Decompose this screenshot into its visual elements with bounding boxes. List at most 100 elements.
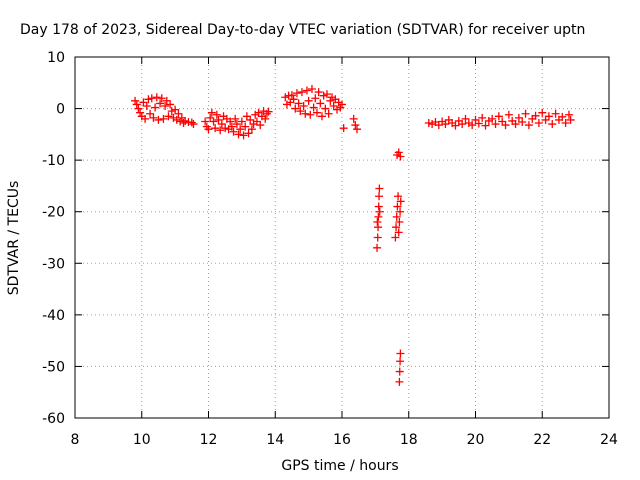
data-point: [246, 115, 255, 124]
data-point: [156, 99, 165, 108]
data-point: [471, 115, 480, 124]
data-point: [375, 184, 384, 193]
data-point: [373, 218, 382, 227]
data-point: [306, 110, 315, 119]
data-point: [239, 131, 248, 140]
data-point: [395, 367, 404, 376]
data-point: [551, 109, 560, 118]
data-point: [396, 197, 405, 206]
data-point: [392, 212, 401, 221]
data-point: [234, 130, 243, 139]
data-point: [241, 122, 250, 131]
data-point: [214, 115, 223, 124]
data-point: [289, 95, 298, 104]
y-tick-label: -40: [42, 308, 65, 324]
data-point: [162, 96, 171, 105]
data-point: [172, 115, 181, 124]
y-tick-label: -10: [42, 153, 65, 169]
data-point: [301, 109, 310, 118]
data-point: [174, 109, 183, 118]
x-axis-label: GPS time / hours: [281, 458, 398, 474]
data-point: [521, 109, 530, 118]
data-point: [181, 116, 190, 125]
data-point: [434, 121, 443, 130]
data-point: [424, 119, 433, 128]
data-point: [353, 125, 362, 134]
axis-ticks: [74, 56, 610, 419]
data-point: [478, 113, 487, 122]
data-point: [316, 99, 325, 108]
data-point: [151, 103, 160, 112]
data-point: [146, 109, 155, 118]
data-point: [231, 114, 240, 123]
data-point: [481, 121, 490, 130]
data-point: [511, 120, 520, 129]
data-point: [504, 110, 513, 119]
data-point: [391, 233, 400, 242]
data-point: [548, 120, 557, 129]
data-point: [396, 152, 405, 161]
x-tick-label: 16: [333, 432, 351, 448]
data-point: [296, 107, 305, 116]
data-point: [247, 125, 256, 134]
data-point: [157, 94, 166, 103]
data-point: [217, 120, 226, 129]
x-tick-label: 20: [467, 432, 485, 448]
data-point: [326, 96, 335, 105]
data-point: [212, 110, 221, 119]
data-point: [254, 108, 263, 117]
data-point: [395, 218, 404, 227]
data-point: [324, 109, 333, 118]
data-point: [132, 100, 141, 109]
data-point: [392, 223, 401, 232]
data-point: [189, 120, 198, 129]
data-point: [167, 107, 176, 116]
data-point: [264, 107, 273, 116]
y-tick-label: -30: [42, 256, 65, 272]
data-point: [451, 121, 460, 130]
data-points: [131, 84, 575, 386]
x-tick-label: 12: [200, 432, 218, 448]
data-point: [309, 103, 318, 112]
data-point: [329, 101, 338, 110]
x-tick-label: 14: [266, 432, 284, 448]
data-point: [374, 202, 383, 211]
data-point: [322, 90, 331, 99]
data-point: [498, 117, 507, 126]
data-point: [164, 112, 173, 121]
data-point: [375, 192, 384, 201]
data-point: [209, 117, 218, 126]
data-point: [297, 88, 306, 97]
x-tick-label: 8: [71, 432, 80, 448]
data-point: [396, 357, 405, 366]
data-point: [226, 117, 235, 126]
data-point: [139, 98, 148, 107]
data-point: [373, 243, 382, 252]
data-point: [534, 119, 543, 128]
data-point: [501, 121, 510, 130]
data-point: [375, 207, 384, 216]
y-axis-label: SDTVAR / TECUs: [6, 181, 22, 296]
data-point: [287, 91, 296, 100]
data-point: [302, 86, 311, 95]
data-point: [373, 233, 382, 242]
data-point: [468, 121, 477, 130]
data-point: [187, 118, 196, 127]
data-point: [252, 117, 261, 126]
data-point: [136, 108, 145, 117]
data-point: [159, 114, 168, 123]
data-point: [152, 93, 161, 102]
data-point: [207, 108, 216, 117]
data-point: [558, 112, 567, 121]
data-point: [339, 124, 348, 133]
data-point: [396, 349, 405, 358]
data-point: [304, 96, 313, 105]
data-point: [256, 121, 265, 130]
y-tick-label: 10: [47, 50, 65, 66]
data-point: [204, 125, 213, 134]
data-point: [317, 112, 326, 121]
data-point: [561, 119, 570, 128]
data-point: [374, 212, 383, 221]
x-tick-label: 18: [400, 432, 418, 448]
data-point: [351, 121, 360, 130]
